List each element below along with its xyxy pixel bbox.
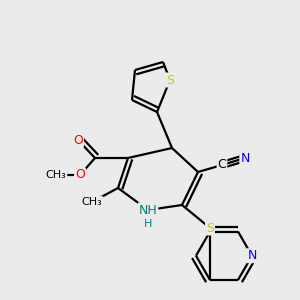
Text: NH: NH bbox=[139, 203, 158, 217]
Text: S: S bbox=[166, 74, 174, 86]
Text: S: S bbox=[206, 221, 214, 235]
Text: C: C bbox=[218, 158, 226, 172]
Text: CH₃: CH₃ bbox=[46, 170, 66, 180]
Text: O: O bbox=[73, 134, 83, 146]
Text: O: O bbox=[75, 169, 85, 182]
Text: CH₃: CH₃ bbox=[82, 197, 102, 207]
Text: H: H bbox=[144, 219, 152, 229]
Text: N: N bbox=[247, 249, 257, 262]
Text: N: N bbox=[240, 152, 250, 164]
